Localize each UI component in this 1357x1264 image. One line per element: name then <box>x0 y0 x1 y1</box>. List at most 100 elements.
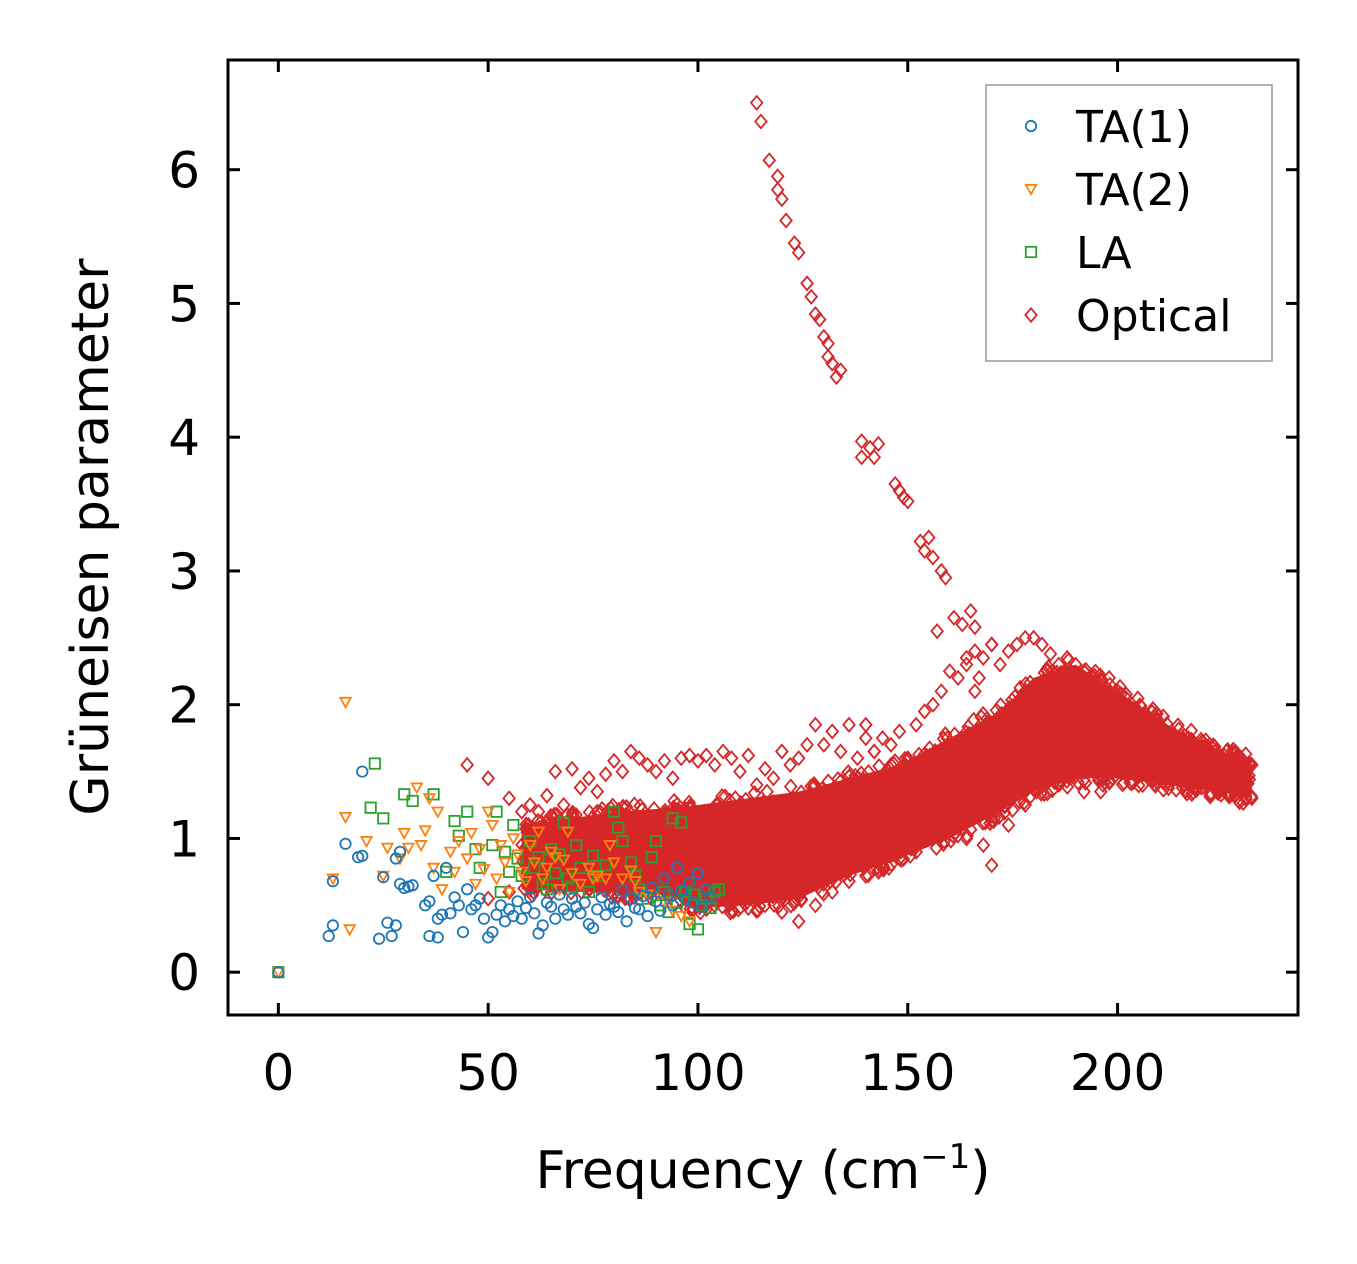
optical-point <box>786 880 801 897</box>
optical-point <box>974 709 989 726</box>
data-point <box>481 770 496 787</box>
optical-point <box>752 887 766 904</box>
x-tick-label: 200 <box>1070 1044 1165 1102</box>
data-point <box>506 833 521 846</box>
optical-point <box>982 784 997 801</box>
data-point <box>1001 643 1016 660</box>
data-point <box>770 168 785 185</box>
optical-point <box>1194 750 1208 767</box>
data-point <box>469 843 482 856</box>
data-point <box>338 811 353 825</box>
optical-point <box>1114 765 1129 782</box>
optical-point <box>840 863 855 880</box>
optical-point <box>749 868 764 885</box>
optical-point <box>943 742 957 759</box>
data-point <box>1119 689 1133 707</box>
data-point <box>1177 776 1192 794</box>
optical-point <box>854 805 869 822</box>
optical-point <box>824 787 839 804</box>
optical-point <box>827 787 842 804</box>
optical-point <box>998 797 1013 815</box>
data-point <box>766 770 781 787</box>
data-point <box>707 756 722 773</box>
optical-point <box>767 799 782 816</box>
y-tick-label: 2 <box>168 677 200 735</box>
optical-point <box>1188 779 1202 796</box>
optical-point <box>860 841 875 859</box>
data-point <box>1169 734 1184 751</box>
optical-point <box>615 878 630 895</box>
optical-point <box>1135 733 1150 750</box>
data-point <box>984 636 999 653</box>
data-point <box>464 827 479 841</box>
data-point <box>599 859 612 872</box>
data-point <box>339 837 352 850</box>
optical-point <box>800 857 814 874</box>
data-point <box>536 919 549 932</box>
data-point <box>779 212 793 229</box>
data-point <box>549 912 562 925</box>
data-point <box>682 747 697 764</box>
optical-point <box>1040 768 1055 785</box>
optical-point <box>879 803 894 820</box>
optical-point <box>665 803 680 820</box>
series-ta-2- <box>271 696 697 980</box>
data-point <box>900 493 915 510</box>
data-point <box>888 475 903 493</box>
data-point <box>406 794 419 808</box>
data-point <box>654 904 667 917</box>
data-point <box>452 829 465 842</box>
optical-point <box>1236 775 1251 793</box>
data-point <box>326 875 340 888</box>
data-point <box>691 752 705 769</box>
optical-point <box>921 814 936 831</box>
optical-point <box>1157 748 1171 765</box>
optical-point <box>1018 683 1032 700</box>
series-optical <box>460 94 1259 930</box>
data-point <box>615 763 630 780</box>
optical-point <box>936 730 951 747</box>
data-point <box>984 636 999 653</box>
optical-point <box>1097 725 1112 742</box>
optical-point <box>626 815 640 832</box>
data-point <box>1018 796 1033 814</box>
optical-point <box>1039 726 1054 744</box>
data-point <box>477 912 491 925</box>
data-point <box>699 747 714 764</box>
data-point <box>398 788 411 801</box>
optical-point <box>981 726 996 743</box>
legend-marker-square <box>1024 245 1038 259</box>
optical-point <box>831 823 846 840</box>
optical-point <box>859 800 874 817</box>
optical-point <box>846 844 861 861</box>
optical-point <box>584 838 598 856</box>
optical-point <box>778 812 793 830</box>
optical-point <box>707 806 722 823</box>
data-point <box>858 716 873 733</box>
data-point <box>871 435 886 452</box>
optical-point <box>675 875 690 892</box>
optical-point <box>963 751 978 768</box>
data-point <box>1068 656 1083 673</box>
optical-point <box>823 809 837 826</box>
optical-point <box>718 788 732 805</box>
data-point <box>607 752 621 769</box>
optical-point <box>826 853 841 870</box>
data-point <box>607 857 621 870</box>
optical-point <box>1030 768 1045 785</box>
optical-point <box>929 744 943 762</box>
data-point <box>553 848 566 861</box>
optical-point <box>961 799 976 816</box>
optical-point <box>1018 699 1032 716</box>
data-point <box>1085 669 1100 687</box>
optical-point <box>1107 741 1122 758</box>
optical-point <box>756 794 771 811</box>
data-point <box>1211 783 1226 800</box>
data-point <box>431 931 444 944</box>
data-point <box>511 895 524 908</box>
optical-point <box>1203 774 1218 792</box>
optical-point <box>742 826 757 843</box>
data-point <box>565 880 579 893</box>
data-point <box>934 562 949 580</box>
y-tick-label: 3 <box>168 543 200 601</box>
